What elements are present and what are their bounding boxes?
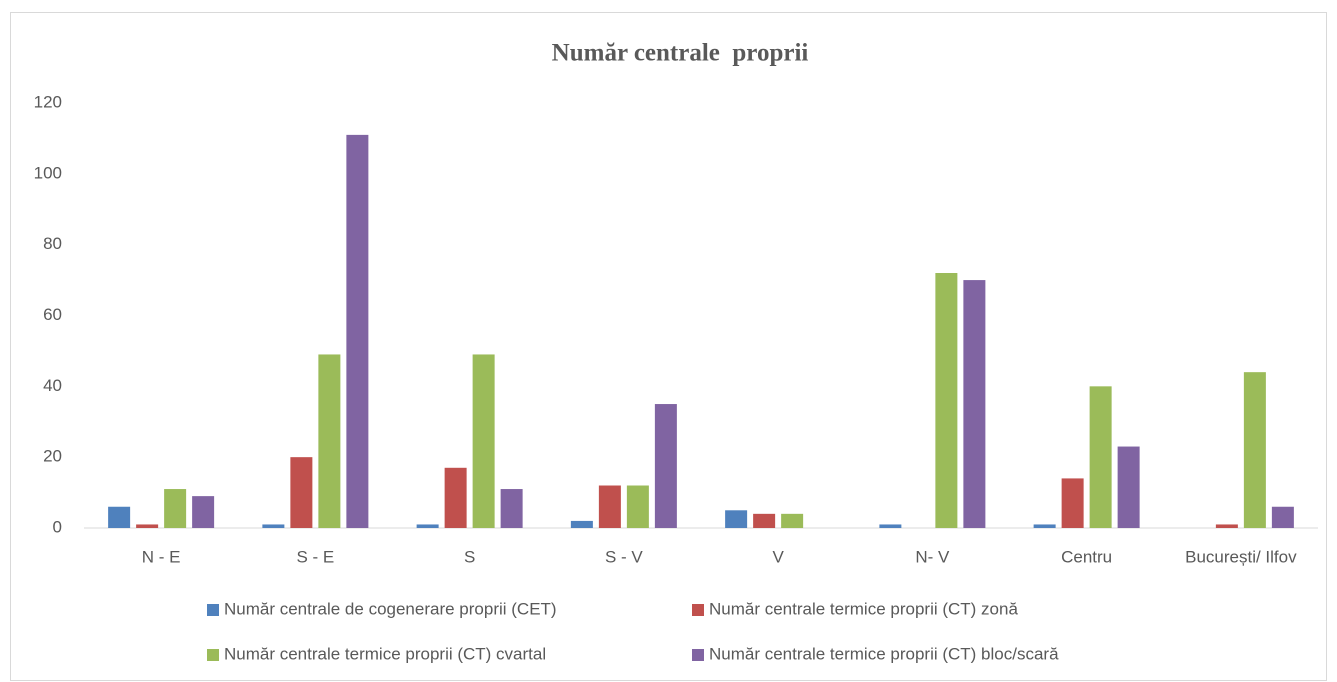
bar <box>1271 506 1294 528</box>
bar <box>626 485 649 528</box>
legend-swatch <box>692 649 704 661</box>
bar <box>654 404 677 528</box>
bar <box>290 457 313 528</box>
x-tick-label: N- V <box>915 547 950 566</box>
bar <box>935 273 958 528</box>
legend-label: Număr centrale termice proprii (CT) bloc… <box>709 644 1059 663</box>
bar <box>781 513 804 528</box>
bar <box>598 485 621 528</box>
bar <box>1117 446 1140 528</box>
bar <box>262 524 285 528</box>
bar <box>570 520 593 528</box>
bar <box>1215 524 1238 528</box>
x-tick-label: Centru <box>1061 547 1112 566</box>
y-tick-label: 80 <box>43 234 62 253</box>
legend-label: Număr centrale termice proprii (CT) zonă <box>709 599 1018 618</box>
legend-label: Număr centrale termice proprii (CT) cvar… <box>224 644 546 663</box>
bar <box>725 510 748 528</box>
bar <box>1089 386 1112 528</box>
bar <box>416 524 439 528</box>
bar <box>472 354 495 528</box>
bar <box>1061 478 1084 528</box>
bar <box>444 467 467 528</box>
y-tick-label: 20 <box>43 447 62 466</box>
bar <box>192 496 215 528</box>
x-tick-label: N - E <box>142 547 181 566</box>
bar <box>500 489 523 528</box>
bar <box>318 354 341 528</box>
bar <box>879 524 902 528</box>
y-tick-label: 100 <box>34 163 62 182</box>
chart-frame <box>10 12 1327 681</box>
legend-swatch <box>692 604 704 616</box>
legend-swatch <box>207 604 219 616</box>
y-tick-label: 60 <box>43 305 62 324</box>
legend-label: Număr centrale de cogenerare proprii (CE… <box>224 599 557 618</box>
y-tick-label: 120 <box>34 92 62 111</box>
bar <box>753 513 776 528</box>
bar <box>346 134 369 528</box>
x-tick-label: S - V <box>605 547 643 566</box>
bar <box>1033 524 1056 528</box>
bar <box>1243 372 1266 528</box>
y-tick-label: 0 <box>53 517 62 536</box>
x-tick-label: S - E <box>296 547 334 566</box>
bar <box>108 506 131 528</box>
x-tick-label: București/ Ilfov <box>1185 547 1297 566</box>
y-tick-label: 40 <box>43 376 62 395</box>
legend-swatch <box>207 649 219 661</box>
bar <box>136 524 159 528</box>
x-tick-label: V <box>772 547 784 566</box>
x-tick-label: S <box>464 547 475 566</box>
bar <box>164 489 187 528</box>
bar <box>963 280 986 528</box>
chart-title: Număr centrale proprii <box>552 40 809 67</box>
